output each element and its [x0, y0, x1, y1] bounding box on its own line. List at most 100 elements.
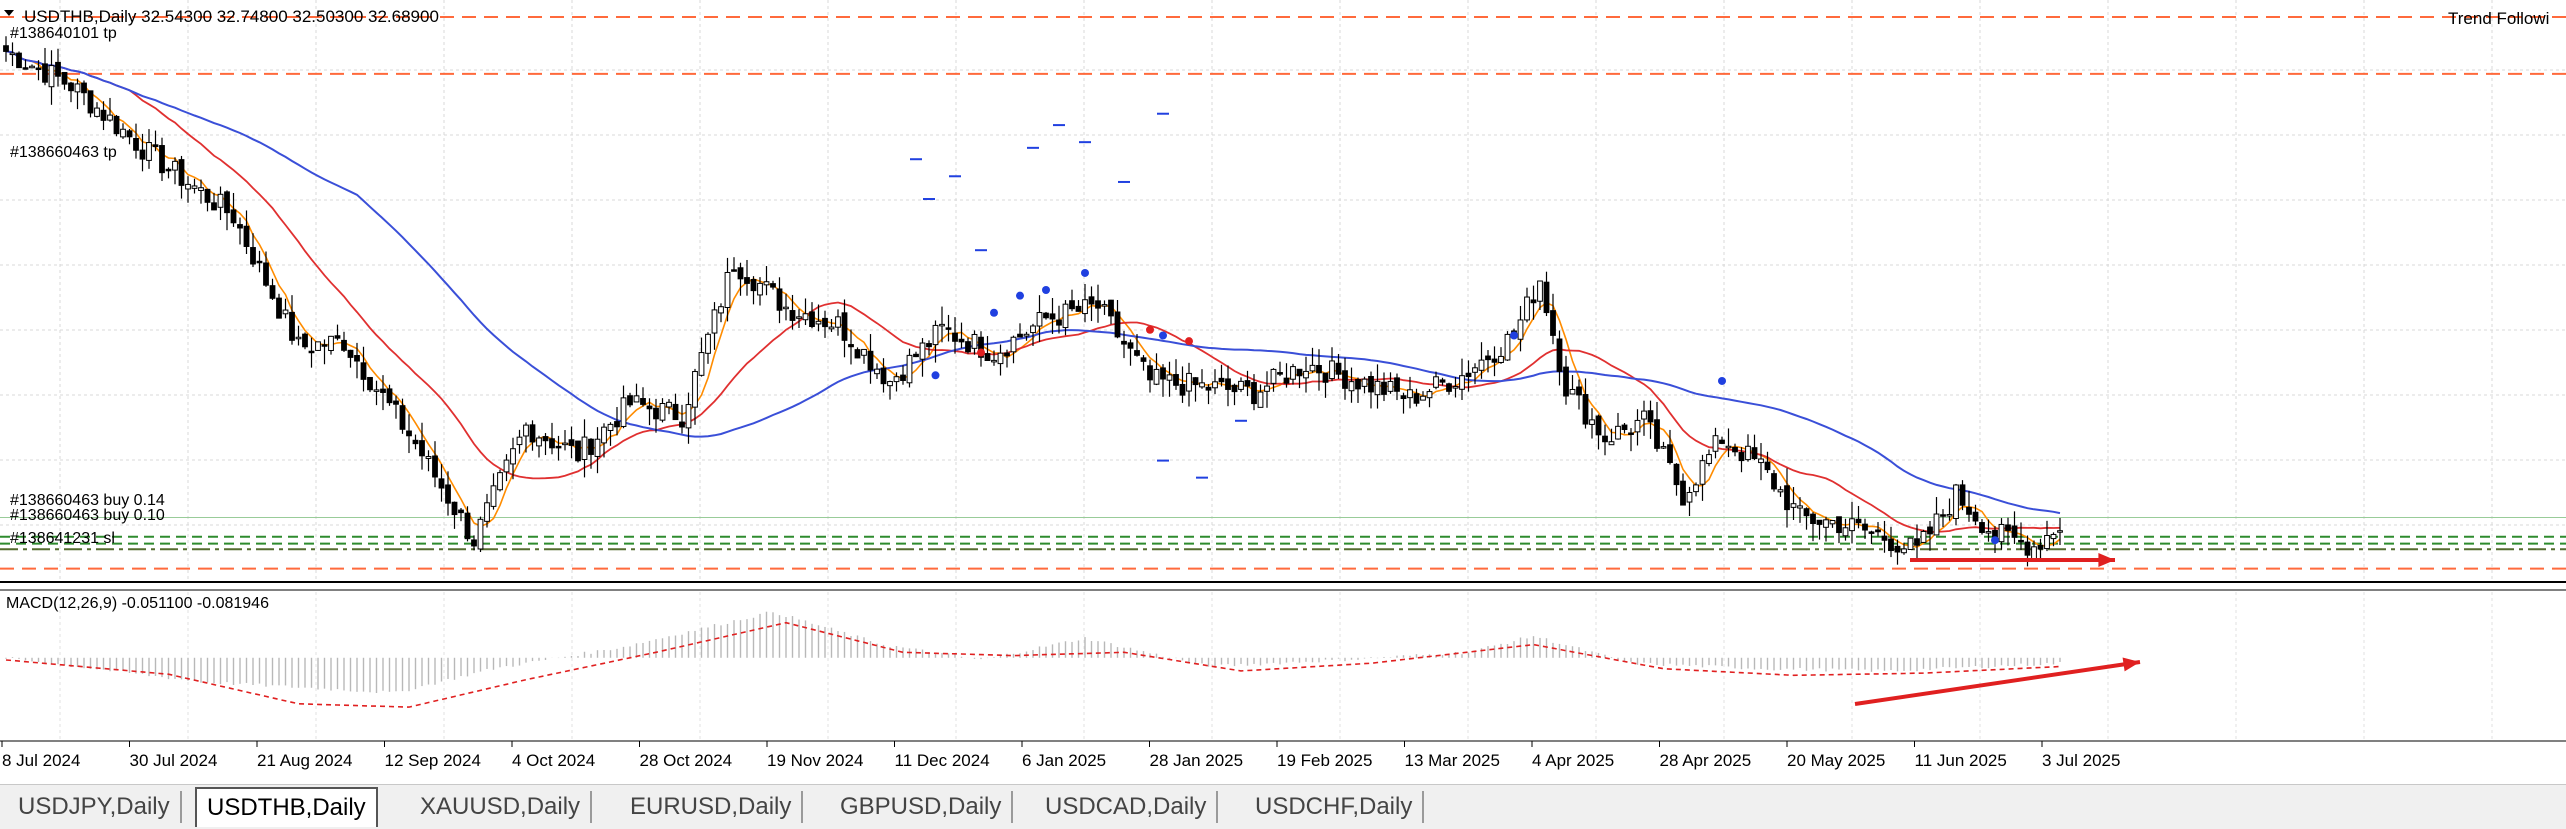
candle-body — [1732, 446, 1738, 453]
chart-dropdown-icon[interactable] — [4, 10, 14, 16]
candle-body — [1062, 303, 1069, 329]
candle-body — [1381, 381, 1387, 395]
tab-xauusd[interactable]: XAUUSD,Daily — [410, 791, 593, 823]
candle-body — [1953, 484, 1959, 519]
candle-body — [1452, 386, 1459, 389]
candle-body — [1218, 377, 1225, 383]
candle-body — [965, 341, 971, 353]
candle-body — [159, 145, 165, 174]
candle-body — [1056, 319, 1062, 326]
candle-body — [978, 336, 984, 358]
candle-body — [724, 271, 731, 308]
candle-body — [737, 267, 744, 280]
tab-usdcad[interactable]: USDCAD,Daily — [1035, 791, 1219, 823]
candle-body — [1550, 310, 1556, 336]
candle-body — [458, 509, 464, 514]
chart-window[interactable]: USDTHB,Daily 32.54300 32.74800 32.50300 … — [0, 0, 2566, 784]
time-axis-tick-label: 3 Jul 2025 — [2042, 751, 2120, 770]
candle-body — [152, 144, 159, 148]
candle-body — [1569, 388, 1576, 395]
candle-body — [1270, 368, 1277, 384]
candle-body — [1010, 336, 1017, 353]
candle-body — [1413, 393, 1420, 404]
candle-body — [1192, 377, 1199, 386]
time-axis-tick-label: 28 Apr 2025 — [1660, 751, 1752, 770]
candle-body — [55, 61, 61, 77]
candle-body — [711, 309, 718, 334]
candle-body — [1641, 410, 1647, 420]
candle-body — [1465, 372, 1472, 378]
tab-eurusd[interactable]: EURUSD,Daily — [620, 791, 804, 823]
candle-body — [172, 160, 178, 171]
candle-body — [523, 424, 529, 437]
candle-body — [1771, 473, 1777, 490]
candle-body — [1888, 538, 1894, 552]
candle-body — [971, 333, 978, 349]
candle-body — [1608, 441, 1615, 446]
candle-body — [289, 311, 295, 341]
signal-buy-marker — [1159, 331, 1167, 340]
candle-body — [425, 456, 432, 459]
macd-panel — [5, 611, 2061, 708]
candle-body — [1862, 523, 1868, 531]
candlesticks — [3, 36, 2063, 567]
candle-body — [1127, 342, 1134, 349]
candle-body — [1069, 300, 1075, 310]
candle-body — [367, 376, 373, 391]
candle-body — [295, 336, 302, 340]
candle-body — [35, 67, 42, 71]
candle-body — [653, 407, 659, 420]
candle-body — [984, 353, 991, 362]
tab-usdjpy[interactable]: USDJPY,Daily — [8, 791, 182, 823]
candle-body — [1283, 377, 1290, 384]
candle-body — [211, 202, 217, 211]
candle-body — [1745, 445, 1751, 461]
candle-body — [932, 324, 939, 346]
candle-body — [29, 65, 35, 69]
candle-body — [347, 349, 354, 358]
candle-body — [497, 472, 503, 491]
candle-body — [1043, 312, 1049, 319]
candle-body — [835, 316, 841, 328]
candle-body — [237, 224, 243, 229]
candle-body — [1017, 333, 1023, 338]
candle-body — [1472, 367, 1478, 373]
tab-gbpusd[interactable]: GBPUSD,Daily — [830, 791, 1014, 823]
candle-body — [1972, 511, 1979, 522]
candle-body — [61, 71, 68, 85]
candle-body — [100, 109, 107, 121]
candle-body — [1966, 506, 1972, 515]
candle-body — [302, 333, 308, 348]
candle-body — [1823, 519, 1829, 528]
candle-body — [256, 260, 263, 264]
candle-body — [1023, 333, 1030, 337]
macd-divergence-arrow — [1854, 660, 2141, 706]
candle-body — [1504, 333, 1511, 361]
time-axis-tick-label: 13 Mar 2025 — [1405, 751, 1500, 770]
candle-body — [484, 502, 490, 522]
candle-body — [1225, 378, 1231, 390]
candle-body — [1738, 452, 1745, 462]
candle-body — [575, 440, 581, 462]
candle-body — [1836, 516, 1842, 534]
candle-body — [874, 368, 880, 375]
candle-body — [939, 323, 945, 327]
candle-body — [250, 247, 256, 265]
candle-body — [1855, 518, 1862, 524]
candle-body — [672, 403, 679, 421]
candle-body — [1101, 304, 1108, 307]
candle-body — [1153, 368, 1160, 385]
tab-usdchf[interactable]: USDCHF,Daily — [1245, 791, 1425, 823]
candle-body — [1725, 445, 1732, 449]
candle-body — [1485, 355, 1491, 361]
candle-body — [1420, 395, 1426, 401]
signal-sell-marker — [1146, 325, 1154, 334]
candle-body — [360, 362, 367, 380]
time-axis-tick-label: 19 Feb 2025 — [1277, 751, 1372, 770]
candle-body — [1264, 385, 1270, 392]
candle-body — [1303, 370, 1309, 379]
candle-body — [1329, 360, 1335, 380]
candle-body — [1790, 503, 1797, 508]
tab-usdthb[interactable]: USDTHB,Daily — [195, 787, 378, 827]
candle-body — [341, 339, 347, 351]
